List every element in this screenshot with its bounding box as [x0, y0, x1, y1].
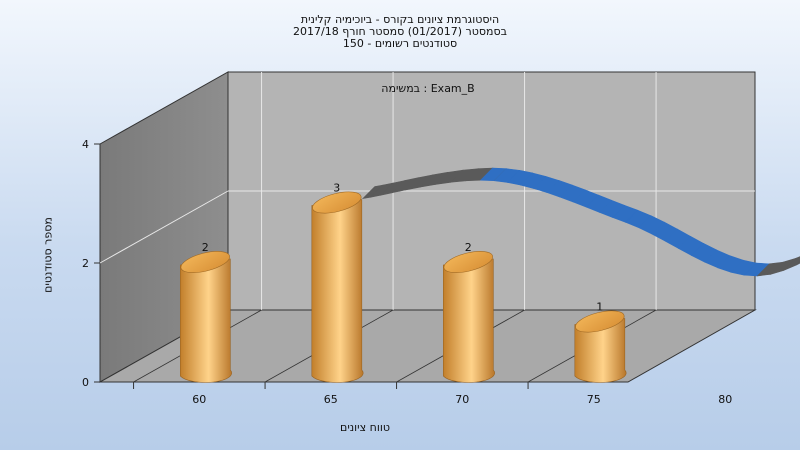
bar-body: [180, 258, 232, 383]
y-tick-label: 0: [82, 376, 89, 389]
bar-body: [443, 258, 495, 383]
bar-body: [311, 199, 364, 383]
bar-top: [575, 310, 625, 333]
y-tick-label: 2: [82, 257, 89, 270]
chart-title-line-3: סטודנטים רשומים - 150: [342, 37, 458, 50]
task-annotation: במשימה : Exam_B: [381, 82, 474, 95]
chart-title-line-1: היסטוגרמת ציונים בקורס - ביוכימיה קלינית: [300, 13, 500, 26]
bar-value-label: 1: [596, 301, 603, 314]
bar-75: 1: [574, 301, 627, 383]
x-tick-label: 60: [192, 393, 206, 406]
x-axis-label: טווח ציונים: [340, 421, 390, 434]
chart-title-line-2: בסמסטר (01/2017) סמסטר חורף 2017/18: [293, 25, 507, 38]
bar-body: [574, 318, 627, 383]
bar-value-label: 2: [465, 241, 472, 254]
bar-70: 2: [443, 241, 495, 383]
bar-top: [443, 251, 493, 273]
bar-value-label: 2: [202, 241, 209, 254]
y-axis-label: מספר סטודנטים: [41, 217, 55, 293]
bar-top: [312, 191, 362, 214]
y-tick-label: 4: [82, 138, 89, 151]
bar-60: 2: [180, 241, 232, 383]
x-tick-label: 70: [455, 393, 469, 406]
x-tick-label: 75: [587, 393, 601, 406]
line-series-segment: [796, 261, 800, 266]
y-gridline-left: [99, 190, 229, 264]
x-tick-label: 80: [718, 393, 732, 406]
bar-value-label: 3: [333, 182, 340, 195]
bar-65: 3: [311, 182, 364, 383]
bar-top: [180, 251, 230, 273]
x-tick-label: 65: [324, 393, 338, 406]
